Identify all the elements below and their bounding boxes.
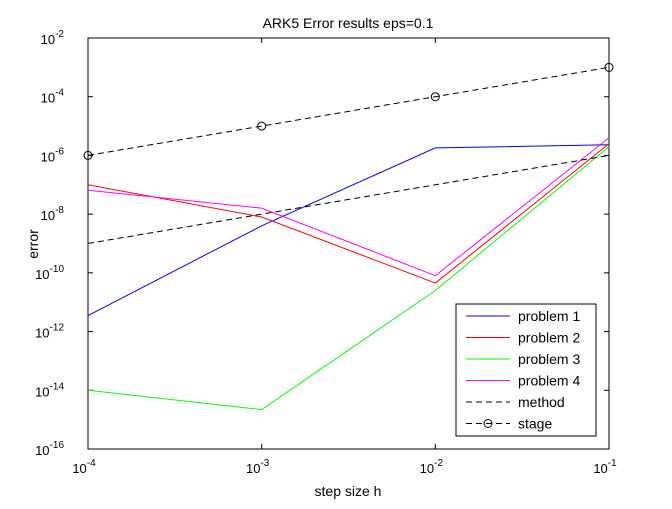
series-line-problem-4 [87, 137, 610, 277]
series-problem-3 [87, 146, 610, 411]
legend-entry-problem-2: problem 2 [466, 330, 580, 346]
y-tick-label: 10-8 [41, 205, 65, 223]
legend-entry-stage: stage [466, 416, 552, 432]
legend-label: problem 1 [518, 308, 580, 324]
series-line-problem-1 [87, 144, 610, 317]
legend-entry-problem-1: problem 1 [466, 308, 580, 324]
y-tick-label: 10-10 [35, 264, 64, 282]
y-tick-label: 10-16 [35, 440, 64, 458]
data-point-stage [604, 62, 614, 72]
y-tick-label: 10-4 [41, 88, 65, 106]
legend-label: stage [518, 416, 552, 432]
legend-entry-method: method [466, 394, 565, 410]
series-lines [83, 62, 614, 411]
legend-label: problem 3 [518, 351, 580, 367]
tick-labels: 10-4 10-3 10-2 10-1 10-16 10-14 10-12 10-10 10-8… [35, 29, 617, 476]
legend: problem 1 problem 2 problem 3 problem 4 meth… [455, 303, 597, 437]
x-tick-label: 10-1 [593, 458, 617, 476]
series-problem-4 [87, 137, 610, 277]
data-point-stage [257, 121, 267, 131]
legend-entry-problem-4: problem 4 [466, 373, 580, 389]
series-line-problem-2 [87, 143, 610, 284]
x-tick-label: 10-3 [246, 458, 270, 476]
y-axis-label: error [25, 229, 41, 259]
y-tick-label: 10-6 [41, 146, 65, 164]
x-tick-label: 10-4 [72, 458, 96, 476]
y-tick-label: 10-2 [41, 29, 65, 47]
y-tick-label: 10-12 [35, 323, 64, 341]
x-tick-label: 10-2 [420, 458, 444, 476]
y-tick-label: 10-14 [35, 381, 64, 399]
series-line-method [87, 154, 610, 244]
series-stage [83, 62, 614, 160]
legend-label: problem 2 [518, 330, 580, 346]
series-method [87, 154, 610, 244]
data-point-stage [83, 150, 93, 160]
x-axis-label: step size h [315, 483, 382, 499]
series-problem-1 [87, 144, 610, 317]
legend-marker [483, 419, 493, 428]
data-point-stage [430, 92, 440, 102]
series-problem-2 [87, 143, 610, 284]
legend-box [455, 303, 597, 437]
legend-label: method [518, 394, 565, 410]
series-line-stage [87, 66, 610, 156]
chart-title: ARK5 Error results eps=0.1 [263, 15, 434, 31]
legend-label: problem 4 [518, 373, 580, 389]
legend-entry-problem-3: problem 3 [466, 351, 580, 367]
series-line-problem-3 [87, 146, 610, 411]
